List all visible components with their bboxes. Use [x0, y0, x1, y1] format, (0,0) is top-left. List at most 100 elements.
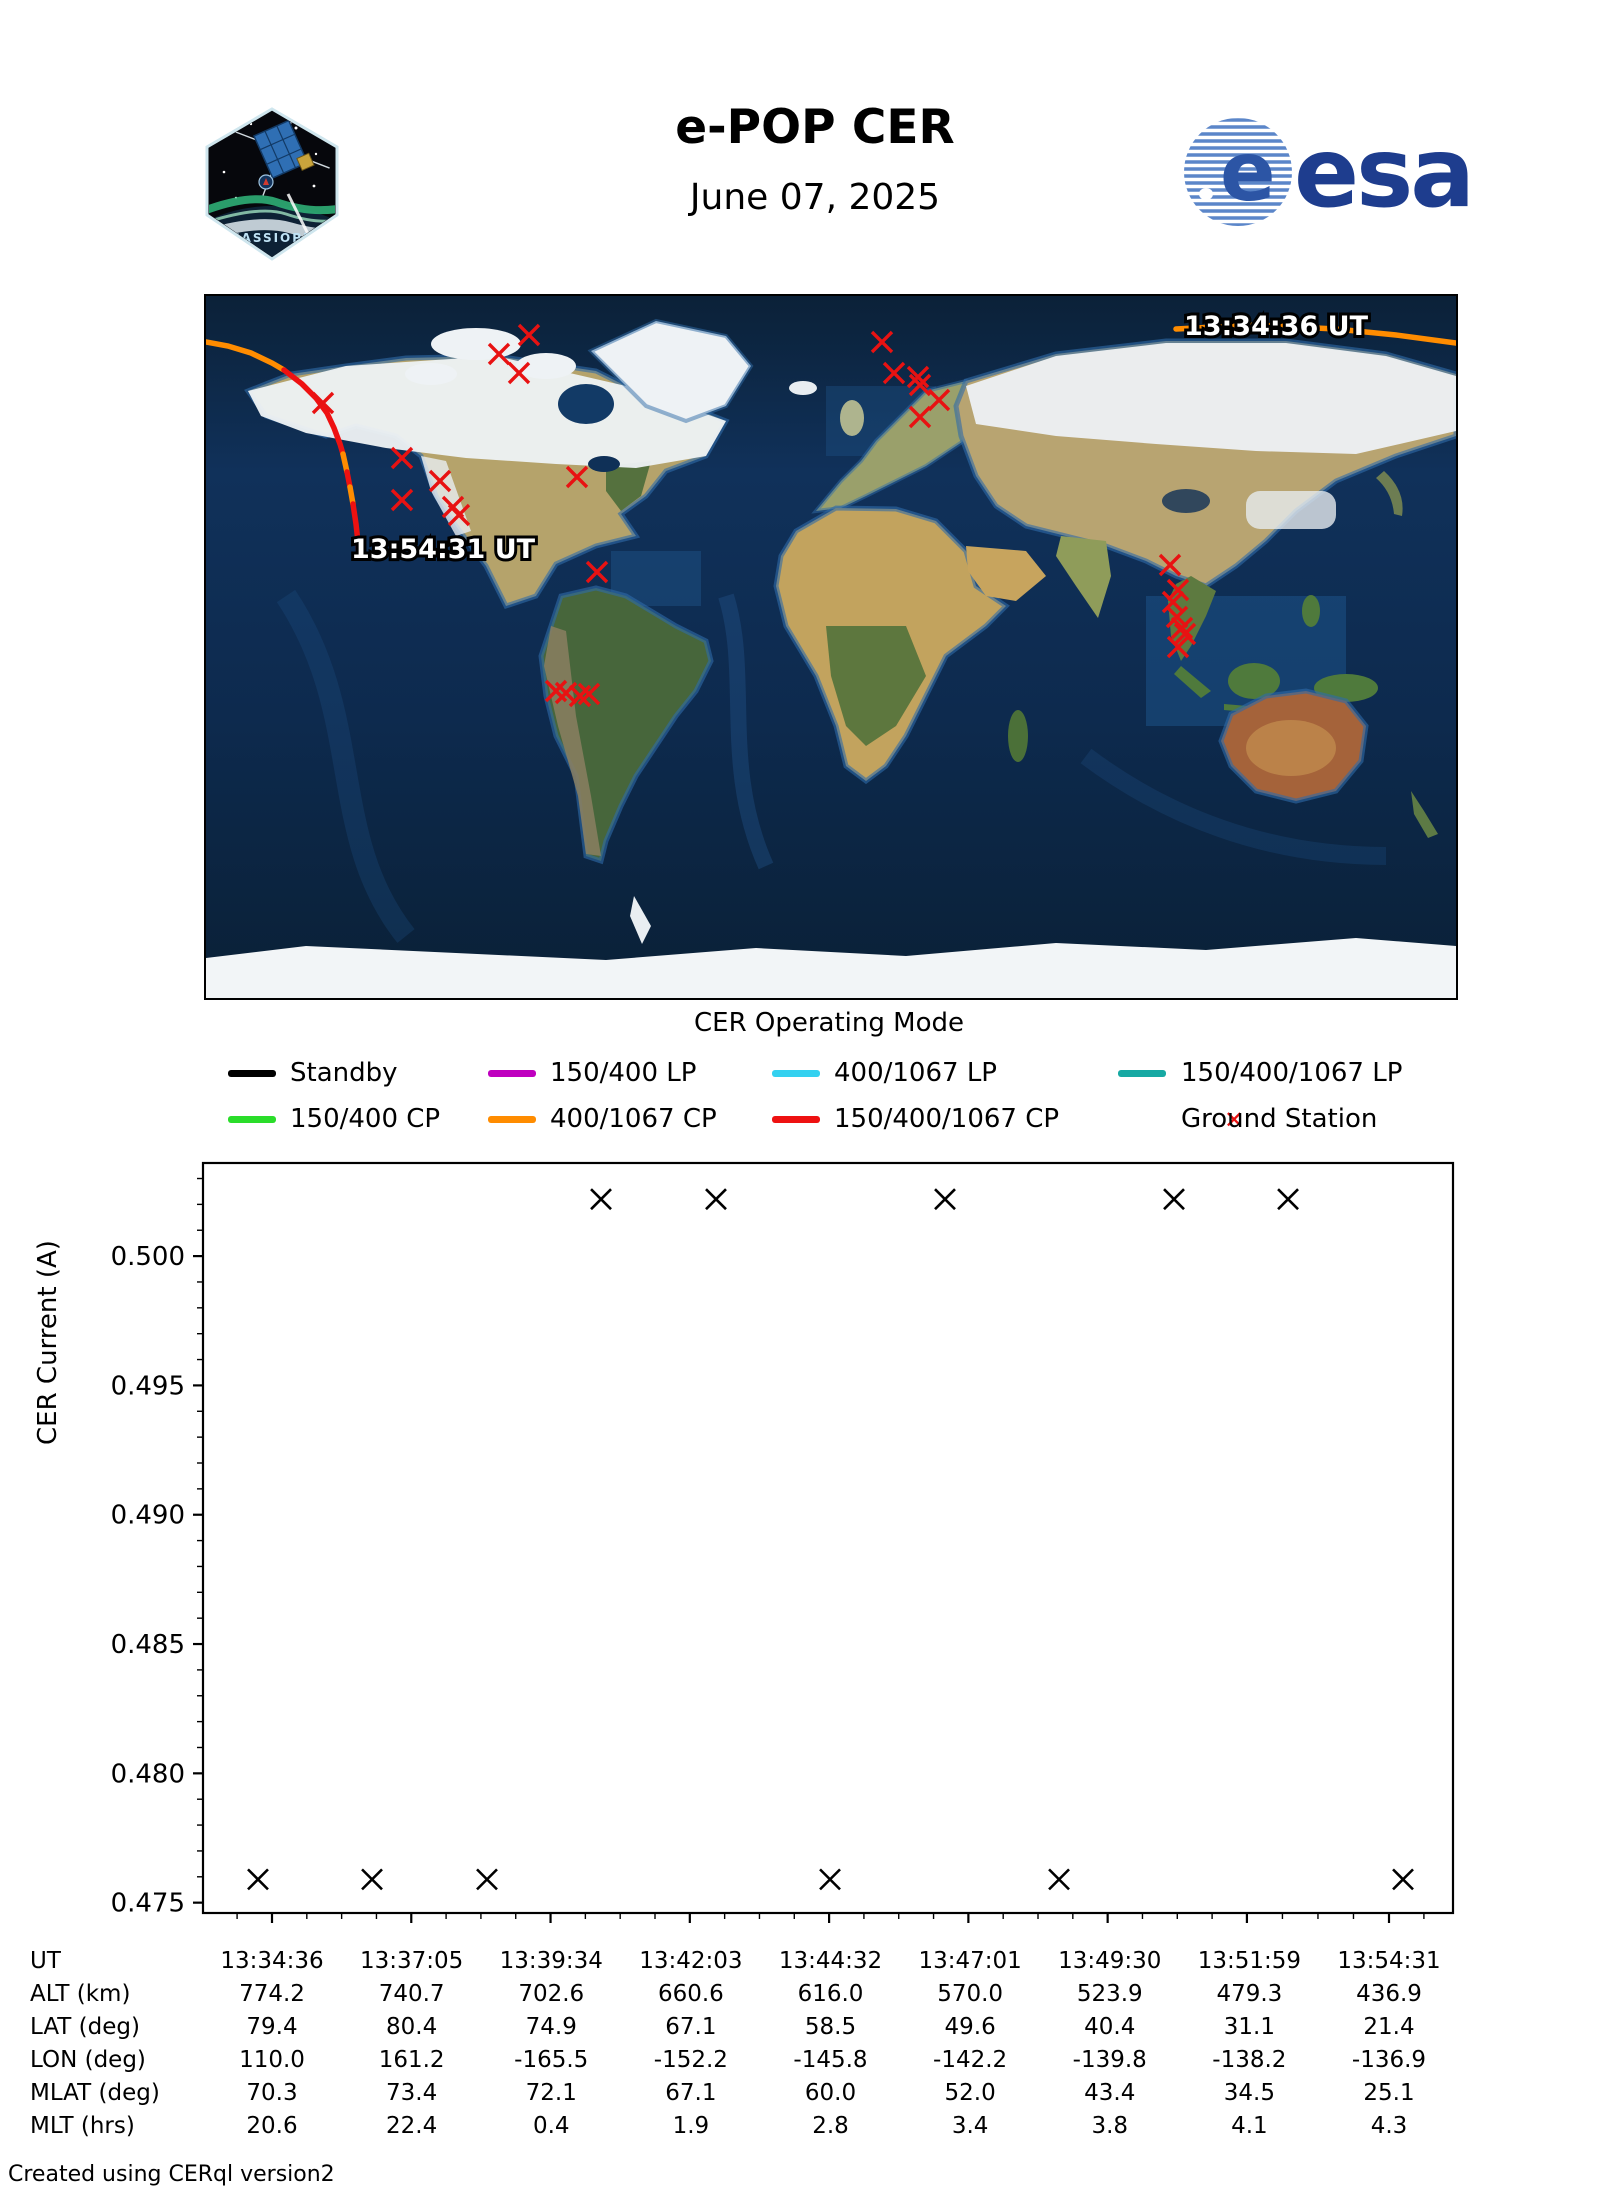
table-cell: 21.4 [1363, 2014, 1415, 2040]
table-row-label-alt: ALT (km) [30, 1981, 131, 2007]
ground-station-marker [908, 373, 932, 397]
legend-label: 400/1067 LP [834, 1058, 997, 1088]
satellite-track-segment [1173, 322, 1456, 346]
legend-swatch-150-400-1067-lp [1118, 1070, 1166, 1077]
satellite-track-segment [350, 501, 362, 561]
table-cell: 660.6 [657, 1981, 724, 2007]
legend-label: Ground Station [1181, 1104, 1378, 1134]
table-cell: 740.7 [378, 1981, 445, 2007]
cer-current-data-point [934, 1188, 956, 1211]
table-cell: 13:39:34 [499, 1948, 603, 1974]
table-cell: 4.1 [1231, 2113, 1268, 2139]
legend-label: 150/400/1067 CP [834, 1104, 1060, 1134]
table-cell: 20.6 [246, 2113, 298, 2139]
table-cell: 13:42:03 [639, 1948, 743, 1974]
patch-name-text: CASSIOPE [231, 231, 314, 245]
table-cell: 0.4 [532, 2113, 570, 2139]
esa-globe-icon: e [1184, 118, 1292, 226]
legend-label: 150/400/1067 LP [1181, 1058, 1403, 1088]
table-cell: 70.3 [246, 2080, 298, 2106]
table-cell: -145.8 [793, 2047, 868, 2073]
plot-frame [201, 1161, 1455, 1915]
table-cell: 4.3 [1370, 2113, 1408, 2139]
ground-station-marker [1170, 616, 1194, 640]
satellite-track-segment [340, 451, 350, 475]
table-cell: 774.2 [239, 1981, 305, 2007]
esa-wordmark: esa [1294, 117, 1472, 229]
table-cell: 60.0 [804, 2080, 857, 2106]
table-cell: 22.4 [386, 2113, 438, 2139]
ground-track-map: 13:34:36 UT 13:54:31 UT [204, 294, 1458, 1000]
table-cell: -165.5 [514, 2047, 589, 2073]
satellite-track-segment [347, 484, 356, 507]
cer-current-data-point [819, 1868, 841, 1891]
track-start-time-label: 13:34:36 UT [1184, 311, 1369, 342]
ground-station-marker [390, 446, 414, 470]
table-cell: 13:47:01 [918, 1948, 1022, 1974]
table-cell: 13:51:59 [1197, 1948, 1302, 1974]
table-cell: 13:49:30 [1058, 1948, 1162, 1974]
table-cell: 34.5 [1223, 2080, 1275, 2106]
legend-swatch-400-1067-lp [772, 1070, 820, 1077]
ground-station-marker [565, 465, 589, 489]
cer-current-data-point [1048, 1868, 1070, 1891]
table-cell: -139.8 [1072, 2047, 1147, 2073]
page-header: e-POP CER June 07, 2025 [0, 0, 1600, 218]
legend-swatch-150-400-lp [488, 1070, 536, 1077]
cer-current-data-point [1392, 1868, 1414, 1891]
table-row-label-ut: UT [30, 1948, 61, 1974]
table-cell: 2.8 [812, 2113, 849, 2139]
legend-ground-station-marker: ✕ [1224, 1106, 1245, 1134]
table-cell: 13:54:31 [1337, 1948, 1441, 1974]
table-cell: 72.1 [525, 2080, 577, 2106]
ground-station-marker [882, 361, 906, 385]
ground-station-marker [1166, 635, 1190, 659]
cassiope-mission-patch: CASSIOPE [205, 107, 339, 261]
table-cell: 73.4 [386, 2080, 438, 2106]
ground-station-marker [870, 330, 894, 354]
ground-station-marker [390, 488, 414, 512]
ground-station-marker [585, 560, 609, 584]
table-cell: -138.2 [1212, 2047, 1287, 2073]
legend-swatch-150-400-1067-cp [772, 1116, 820, 1123]
patch-aurora [209, 195, 335, 222]
ground-station-marker [311, 391, 335, 415]
legend-swatch-standby [228, 1070, 276, 1077]
ground-station-marker [906, 365, 930, 389]
page-title: e-POP CER [675, 100, 955, 155]
legend-title: CER Operating Mode [693, 1008, 964, 1038]
legend-label: 150/400 LP [550, 1058, 697, 1088]
y-tick-label: 0.500 [111, 1242, 185, 1272]
cer-current-data-point [590, 1188, 612, 1211]
ground-station-marker [517, 323, 541, 347]
ground-station-marker [577, 682, 601, 706]
y-tick-label: 0.490 [111, 1501, 185, 1531]
esa-logo: e esa [1184, 117, 1475, 229]
table-cell: 13:34:36 [220, 1948, 324, 1974]
cer-current-data-point [476, 1868, 498, 1891]
table-cell: 31.1 [1223, 2014, 1275, 2040]
table-row-label-lat: LAT (deg) [30, 2014, 140, 2040]
table-cell: 161.2 [378, 2047, 445, 2073]
map-base-art [206, 296, 1456, 998]
table-cell: 49.6 [944, 2014, 996, 2040]
cer-current-data-point [705, 1188, 727, 1211]
y-tick-label: 0.495 [111, 1371, 185, 1401]
table-row-label-mlat: MLAT (deg) [30, 2080, 160, 2106]
table-cell: 3.4 [951, 2113, 989, 2139]
ground-station-marker [1173, 622, 1197, 646]
satellite-track-segment [281, 367, 346, 457]
ground-station-marker [908, 405, 932, 429]
ground-station-marker [447, 503, 471, 527]
table-cell: 523.9 [1076, 1981, 1143, 2007]
legend-swatch-400-1067-cp [488, 1116, 536, 1123]
cer-current-data-point [1163, 1188, 1185, 1211]
legend-label: Standby [290, 1058, 398, 1088]
table-cell: 52.0 [944, 2080, 996, 2106]
track-end-time-label: 13:54:31 UT [351, 534, 536, 565]
table-cell: 1.9 [672, 2113, 710, 2139]
table-cell: 702.6 [518, 1981, 585, 2007]
ground-station-marker [1165, 605, 1189, 629]
ground-station-marker [507, 361, 531, 385]
